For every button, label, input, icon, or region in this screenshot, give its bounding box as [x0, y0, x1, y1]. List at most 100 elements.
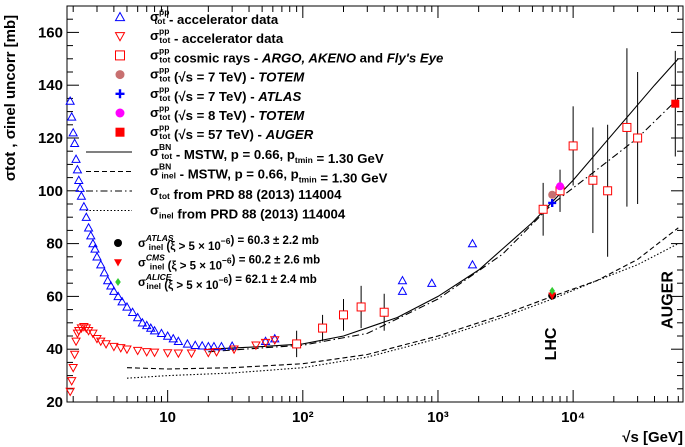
- data-point: [95, 259, 106, 269]
- x-axis-title: √s [GeV]: [622, 429, 683, 446]
- data-point: [211, 348, 222, 357]
- x-tick-label: 10³: [427, 409, 449, 426]
- data-point: [66, 111, 77, 121]
- data-point: [88, 238, 98, 248]
- data-point: [75, 183, 85, 192]
- data-point: [379, 307, 389, 317]
- data-point: [162, 330, 173, 340]
- legend-marker: [114, 11, 126, 22]
- y-tick-label: 120: [38, 130, 63, 147]
- curve-dashed: [126, 227, 679, 370]
- data-point: [397, 275, 408, 285]
- data-point: [149, 348, 160, 358]
- data-point: [549, 286, 555, 295]
- data-point: [173, 349, 184, 359]
- data-point: [149, 325, 160, 335]
- data-point: [548, 190, 557, 199]
- data-point: [72, 164, 83, 174]
- legend-entry: σBN tot - MSTW, p = 0.66, ptmin = 1.30 Ge…: [150, 142, 384, 166]
- data-point: [90, 243, 100, 253]
- legend-entry: σBN inel - MSTW, p = 0.66, ptmin = 1.30 G…: [150, 162, 388, 186]
- legend-entry: σp̄p tot - accelerator data: [150, 7, 279, 27]
- y-tick-label: 80: [46, 236, 63, 253]
- data-point: [65, 96, 76, 105]
- data-point: [122, 345, 132, 355]
- legend-entry: σpp tot (√s = 57 TeV) - AUGER: [150, 122, 314, 142]
- data-point: [397, 286, 408, 295]
- data-point: [603, 186, 613, 196]
- data-point: [622, 122, 632, 132]
- data-point: [92, 334, 102, 344]
- legend-marker: [114, 259, 122, 267]
- data-point: [71, 154, 81, 163]
- data-point: [538, 204, 548, 214]
- x-tick-label: 10²: [292, 409, 314, 426]
- data-point: [260, 336, 271, 345]
- auger-label: AUGER: [659, 271, 676, 329]
- legend-entry: σinel from PRD 88 (2013) 114004: [150, 203, 346, 222]
- data-point: [115, 344, 126, 353]
- data-point: [145, 323, 156, 332]
- y-tick-label: 140: [38, 77, 63, 94]
- data-point: [113, 291, 123, 301]
- data-point: [269, 336, 280, 345]
- data-point: [73, 175, 84, 184]
- y-axis-title: σtot , σinel uncorr [mb]: [2, 15, 19, 181]
- curve-dashdot: [208, 98, 679, 353]
- data-point: [109, 342, 119, 352]
- data-point: [671, 99, 680, 108]
- data-point: [356, 302, 366, 312]
- legend-marker: [115, 89, 125, 99]
- data-point: [85, 230, 96, 240]
- data-point: [548, 292, 557, 300]
- data-point: [203, 348, 214, 358]
- data-point: [190, 340, 201, 349]
- data-point: [209, 341, 219, 351]
- data-point: [292, 339, 302, 349]
- data-point: [79, 201, 89, 211]
- data-point: [182, 338, 193, 348]
- data-point: [66, 377, 77, 386]
- lhc-label: LHC: [543, 327, 560, 360]
- legend-entry: σATLAS inel (ξ > 5 × 10−6) = 60.3 ± 2.2 m…: [138, 233, 319, 253]
- data-point: [69, 138, 80, 147]
- data-point: [81, 324, 92, 334]
- data-point: [162, 349, 173, 358]
- data-point: [81, 212, 92, 221]
- data-point: [92, 251, 102, 261]
- legend-entry: σpp tot (√s = 7 TeV) - TOTEM: [150, 65, 305, 85]
- legend-marker: [115, 278, 121, 286]
- data-point: [102, 275, 113, 285]
- data-point: [101, 340, 111, 349]
- legend-entry: σpp tot (√s = 8 TeV) - TOTEM: [150, 103, 305, 123]
- data-point: [127, 307, 138, 316]
- data-point: [426, 278, 437, 287]
- legend-marker: [115, 108, 125, 118]
- data-point: [197, 340, 208, 350]
- curve-dotted: [126, 243, 679, 379]
- y-tick-label: 20: [46, 394, 63, 411]
- data-point: [548, 198, 557, 207]
- data-point: [69, 350, 80, 360]
- data-point: [68, 127, 79, 137]
- data-point: [141, 320, 152, 330]
- data-point: [141, 348, 152, 357]
- legend-marker: [114, 32, 126, 42]
- y-tick-label: 100: [38, 183, 63, 200]
- legend-entry: σALICE inel (ξ > 5 × 10−6) = 62.1 ± 2.4 m…: [138, 272, 317, 292]
- data-point: [76, 324, 87, 334]
- data-point: [83, 222, 94, 232]
- legend-marker: [115, 127, 125, 137]
- y-tick-label: 160: [38, 24, 63, 41]
- data-point: [122, 301, 132, 311]
- legend-marker: [114, 239, 122, 247]
- data-point: [117, 296, 127, 306]
- data-point: [556, 182, 565, 191]
- x-tick-label: 10: [159, 409, 176, 426]
- data-point: [168, 333, 179, 343]
- data-point: [467, 238, 478, 248]
- x-tick-label: 10⁴: [561, 409, 585, 426]
- data-point: [216, 341, 227, 351]
- data-point: [65, 387, 76, 397]
- data-point: [88, 329, 98, 339]
